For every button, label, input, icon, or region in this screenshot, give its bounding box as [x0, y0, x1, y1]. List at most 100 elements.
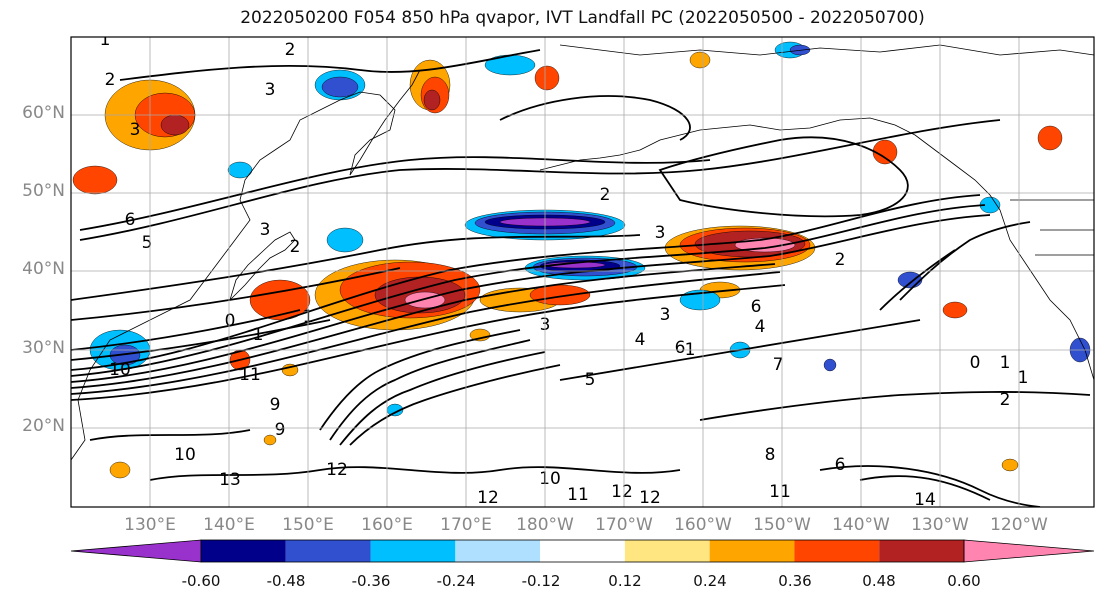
coastline-layer	[71, 44, 1094, 461]
positive-anomaly	[689, 51, 711, 69]
contour-value-label: 3	[655, 223, 666, 243]
positive-anomaly	[109, 461, 131, 479]
contour-value-label: 7	[773, 355, 784, 375]
lon-label-170e: 170°E	[440, 515, 492, 535]
colorbar-tick-label: 0.24	[693, 572, 727, 590]
kamchatka-coastline	[349, 69, 421, 176]
negative-anomaly	[823, 358, 837, 372]
contour-value-label: 10	[539, 469, 561, 489]
contour-value-label: 9	[270, 395, 281, 415]
contour-value-label: 1	[253, 325, 264, 345]
contour-value-label: 6	[675, 338, 686, 358]
contour-value-label: 3	[130, 120, 141, 140]
lon-label-120w: 120°W	[990, 515, 1048, 535]
contour-value-label: 9	[275, 420, 286, 440]
contour-value-label: 2	[290, 237, 301, 257]
colorbar-tick-label: -0.60	[181, 572, 221, 590]
colorbar-box	[624, 540, 710, 562]
colorbar-tick-label: 0.36	[778, 572, 812, 590]
contour-value-label: 0	[970, 353, 981, 373]
colorbar-tick-label: -0.36	[351, 572, 391, 590]
colorbar-frame	[200, 539, 965, 563]
lat-label-40n: 40°N	[22, 259, 65, 279]
ivt-contour	[71, 263, 776, 389]
contour-value-label: 11	[769, 482, 791, 502]
ivt-contour	[149, 466, 681, 481]
contour-value-label: 2	[285, 40, 296, 60]
arctic-coastline	[559, 44, 1094, 56]
contour-value-label: 12	[477, 488, 499, 508]
aleutians-coastline	[539, 149, 641, 171]
ivt-contour	[819, 465, 1041, 507]
ivt-contour	[658, 136, 909, 218]
ivt-contour	[339, 351, 546, 446]
contour-value-label: 3	[265, 80, 276, 100]
colorbar-box	[794, 540, 880, 562]
lon-label-140e: 140°E	[203, 515, 255, 535]
colorbar-box	[201, 540, 286, 562]
contour-value-label: 6	[125, 210, 136, 230]
lon-label-140w: 140°W	[832, 515, 890, 535]
map-frame	[70, 36, 1095, 508]
contour-value-label: 12	[611, 482, 633, 502]
contour-value-label: 6	[751, 297, 762, 317]
contour-value-label: 5	[585, 370, 596, 390]
contour-value-label: 0	[225, 311, 236, 331]
ivt-contour	[349, 364, 561, 446]
contour-value-label: 2	[1000, 390, 1011, 410]
contour-value-label: 12	[639, 488, 661, 508]
colorbar-tick-label: -0.24	[436, 572, 476, 590]
contour-value-label: 10	[109, 360, 131, 380]
contour-value-label: 14	[914, 490, 936, 510]
lat-label-20n: 20°N	[22, 416, 65, 436]
ivt-contour	[71, 234, 641, 301]
contour-value-label: 1	[1018, 368, 1029, 388]
asia-coastline	[71, 91, 396, 461]
ivt-contour	[71, 309, 301, 351]
negative-anomaly	[897, 271, 923, 289]
positive-anomaly	[423, 89, 441, 111]
lon-label-130w: 130°W	[911, 515, 969, 535]
ivt-contour	[79, 156, 711, 231]
contour-value-label: 4	[635, 330, 646, 350]
alaska-coastline	[639, 117, 1001, 211]
positive-anomaly	[160, 114, 190, 136]
contour-value-label: 4	[755, 317, 766, 337]
ivt-contour	[71, 194, 981, 371]
lat-label-50n: 50°N	[22, 181, 65, 201]
negative-anomaly	[321, 76, 359, 98]
colorbar-box	[709, 540, 795, 562]
ivt-contour	[71, 267, 401, 321]
positive-anomaly	[1001, 458, 1019, 472]
ivt-contour	[899, 221, 1031, 301]
colorbar-tick-label: 0.48	[862, 572, 896, 590]
contour-value-label: 2	[835, 250, 846, 270]
negative-anomaly	[484, 54, 536, 76]
ivt-contour	[319, 329, 521, 431]
positive-anomaly	[534, 65, 560, 91]
contour-value-label: 1	[100, 30, 111, 50]
ivt-contour	[71, 204, 986, 377]
ivt-contour	[699, 391, 1091, 421]
contour-value-label: 6	[835, 455, 846, 475]
colorbar-tick-label: -0.48	[266, 572, 306, 590]
lon-label-160e: 160°E	[361, 515, 413, 535]
negative-anomaly	[326, 227, 364, 253]
contour-value-label: 3	[260, 220, 271, 240]
colorbar-extend-high	[963, 539, 1095, 563]
lon-label-170w: 170°W	[595, 515, 653, 535]
map-title: 2022050200 F054 850 hPa qvapor, IVT Land…	[240, 8, 925, 28]
contour-value-label: 3	[660, 305, 671, 325]
ivt-contour	[89, 429, 251, 441]
contour-value-label: 11	[567, 485, 589, 505]
lon-label-150e: 150°E	[282, 515, 334, 535]
positive-anomaly	[872, 139, 898, 165]
contour-value-label: 11	[239, 365, 261, 385]
lon-label-150w: 150°W	[753, 515, 811, 535]
colorbar-box	[455, 540, 541, 562]
ivt-contour	[71, 319, 331, 361]
contour-value-label: 13	[219, 470, 241, 490]
